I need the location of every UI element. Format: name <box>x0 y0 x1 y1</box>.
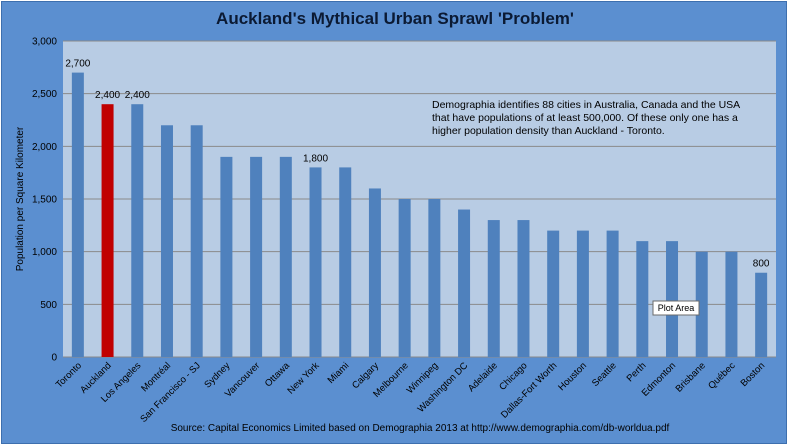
x-tick-label: Houston <box>556 360 589 393</box>
bar[interactable] <box>339 167 352 357</box>
bar[interactable] <box>309 167 322 357</box>
x-tick-label: Québec <box>706 360 737 391</box>
bar[interactable] <box>101 104 114 357</box>
bar[interactable] <box>190 125 203 358</box>
tooltip-text: Plot Area <box>658 303 695 313</box>
bar[interactable] <box>606 230 619 357</box>
y-tick-label: 0 <box>51 353 57 364</box>
source-note: Source: Capital Economics Limited based … <box>171 423 670 434</box>
bar[interactable] <box>398 199 411 357</box>
bar[interactable] <box>368 188 381 357</box>
y-tick-label: 1,500 <box>32 195 57 206</box>
bar[interactable] <box>725 251 738 357</box>
bar[interactable] <box>695 251 708 357</box>
bar[interactable] <box>279 156 292 357</box>
x-tick-label: Brisbane <box>674 360 708 394</box>
bar[interactable] <box>547 230 560 357</box>
data-label: 2,400 <box>125 90 150 101</box>
bar[interactable] <box>576 230 589 357</box>
bar[interactable] <box>458 209 471 357</box>
annotation: Demographia identifies 88 cities in Aust… <box>432 99 740 137</box>
x-tick-label: Seattle <box>590 360 619 389</box>
bar[interactable] <box>487 220 500 357</box>
data-label: 2,400 <box>95 90 120 101</box>
x-tick-label: Perth <box>625 360 649 384</box>
bar[interactable] <box>160 125 173 358</box>
data-label: 1,800 <box>303 153 328 164</box>
bars <box>71 72 768 358</box>
bar[interactable] <box>517 220 530 357</box>
data-labels: 2,700 2,400 2,400 1,800 800 <box>65 59 770 270</box>
bar[interactable] <box>220 156 233 357</box>
x-tick-label: Dallas-Fort Worth <box>499 360 559 420</box>
y-tick-label: 2,000 <box>32 142 57 153</box>
chart-title: Auckland's Mythical Urban Sprawl 'Proble… <box>216 9 574 28</box>
y-axis-label: Population per Square Kilometer <box>15 126 26 271</box>
x-tick-label: Boston <box>739 360 768 389</box>
gridlines <box>63 40 776 358</box>
bar[interactable] <box>71 72 84 357</box>
bar[interactable] <box>636 241 649 357</box>
x-tick-label: Miami <box>326 360 352 386</box>
y-tick-label: 2,500 <box>32 89 57 100</box>
x-tick-label: Adelaide <box>466 360 500 394</box>
annotation-line: higher population density than Auckland … <box>432 125 665 137</box>
y-tick-label: 3,000 <box>32 37 57 48</box>
bar[interactable] <box>755 272 768 357</box>
annotation-line: Demographia identifies 88 cities in Aust… <box>432 99 740 111</box>
data-label: 2,700 <box>65 59 90 70</box>
x-tick-label: New York <box>285 360 321 396</box>
y-tick-label: 500 <box>40 300 57 311</box>
annotation-line: that have populations of at least 500,00… <box>432 112 738 124</box>
bar[interactable] <box>250 156 263 357</box>
y-axis-ticks: 0 500 1,000 1,500 2,000 2,500 3,000 <box>32 37 57 364</box>
plot-area-tooltip: Plot Area <box>652 300 700 316</box>
bar[interactable] <box>666 241 679 357</box>
y-tick-label: 1,000 <box>32 247 57 258</box>
bar[interactable] <box>428 199 441 357</box>
bar[interactable] <box>131 104 144 357</box>
data-label: 800 <box>753 259 770 270</box>
